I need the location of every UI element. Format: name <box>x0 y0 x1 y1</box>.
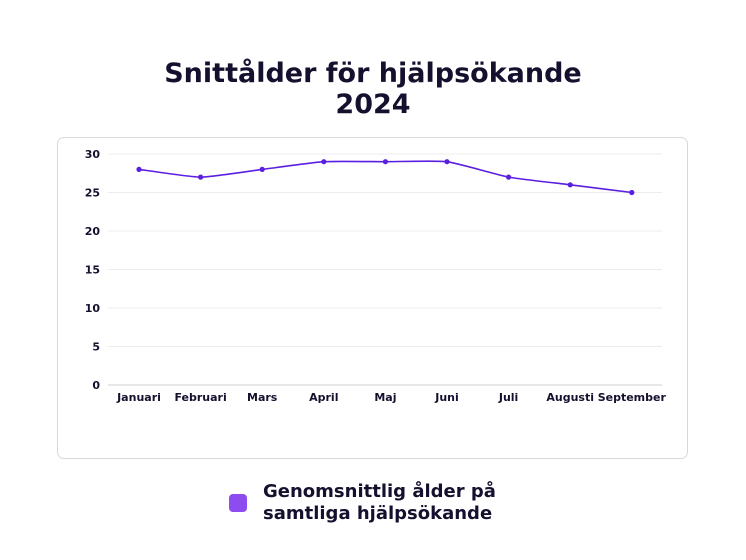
chart-title-line-2: 2024 <box>335 89 411 120</box>
y-tick-label: 0 <box>92 379 100 392</box>
series-line <box>138 160 632 194</box>
x-tick-label: Februari <box>174 391 226 404</box>
x-tick-label: Maj <box>374 391 396 404</box>
data-point <box>259 166 265 172</box>
data-point <box>629 189 635 196</box>
y-tick-label: 10 <box>85 302 101 315</box>
data-point <box>382 159 388 165</box>
legend: Genomsnittlig ålder på samtliga hjälpsök… <box>229 481 513 525</box>
y-tick-label: 25 <box>85 187 100 200</box>
y-tick-label: 30 <box>85 148 101 161</box>
data-point <box>567 182 573 188</box>
y-tick-label: 20 <box>85 225 101 238</box>
x-tick-label: April <box>309 391 338 404</box>
chart-card <box>57 137 688 459</box>
x-tick-label: Januari <box>116 391 161 404</box>
legend-swatch <box>229 494 247 512</box>
x-tick-label: September <box>598 391 667 404</box>
data-point <box>198 174 204 180</box>
chart-title-line-1: Snittålder för hjälpsökande <box>164 58 582 89</box>
x-tick-label: Juni <box>434 391 459 404</box>
x-tick-label: Mars <box>247 391 278 404</box>
data-point <box>321 159 327 165</box>
legend-label: Genomsnittlig ålder på samtliga hjälpsök… <box>263 481 496 524</box>
y-tick-label: 5 <box>92 341 100 354</box>
x-tick-label: Augusti <box>546 391 594 404</box>
x-tick-label: Juli <box>498 391 518 404</box>
y-tick-label: 15 <box>85 264 100 277</box>
data-point <box>444 159 450 165</box>
data-point <box>136 166 142 172</box>
data-point <box>506 174 512 180</box>
chart-title: Snittålder för hjälpsökande 2024 <box>0 58 746 120</box>
